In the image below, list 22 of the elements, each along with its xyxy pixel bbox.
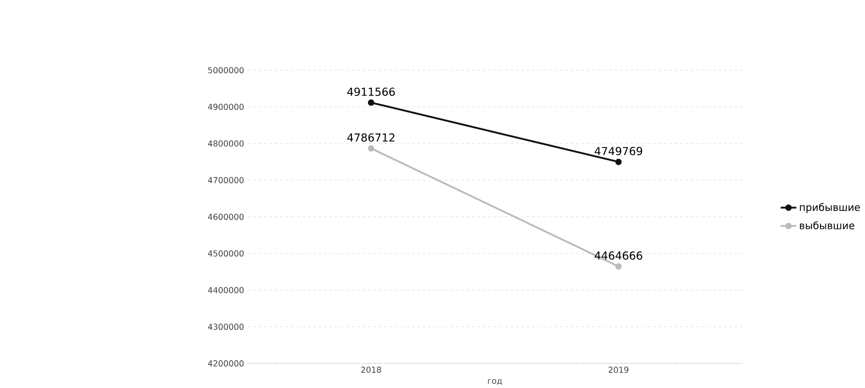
y-tick-label: 4300000 — [208, 324, 244, 330]
point — [615, 263, 622, 270]
x-tick-label: 2019 — [608, 366, 628, 373]
point — [368, 145, 374, 152]
data-label: 4786712 — [347, 133, 394, 142]
y-tick-label: 4900000 — [208, 104, 244, 110]
legend-label: прибывшие — [800, 203, 860, 213]
legend-label: выбывшие — [800, 221, 854, 230]
point — [368, 99, 374, 106]
y-tick-label: 4700000 — [208, 177, 244, 184]
data-label: 4749769 — [594, 146, 642, 156]
y-tick-label: 4500000 — [208, 250, 244, 257]
point — [615, 158, 622, 166]
y-tick-label: 4200000 — [208, 360, 244, 367]
x-tick-label: 2018 — [361, 366, 382, 373]
y-tick-label: 4400000 — [208, 287, 244, 294]
data-label: 4464666 — [594, 251, 642, 260]
x-axis-title: год — [488, 379, 502, 385]
data-label: 4911566 — [347, 88, 395, 96]
y-tick-label: 4800000 — [208, 140, 244, 147]
y-tick-label: 5000000 — [208, 67, 244, 74]
y-tick-label: 4600000 — [208, 214, 244, 220]
